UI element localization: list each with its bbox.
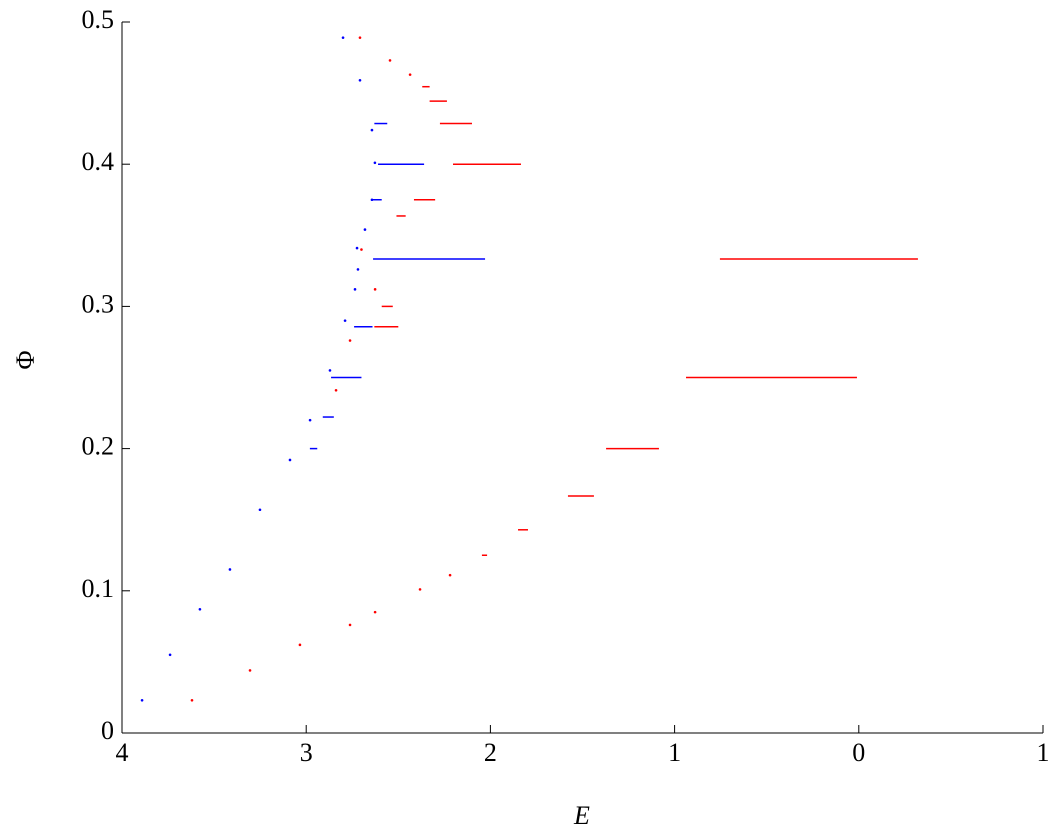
- x-tick-label: 4: [116, 738, 129, 767]
- point: [353, 288, 357, 291]
- point: [288, 458, 292, 462]
- point: [370, 198, 374, 202]
- point: [168, 653, 172, 657]
- point: [408, 73, 412, 76]
- y-tick-label: 0.2: [82, 432, 115, 461]
- point: [190, 698, 194, 702]
- point: [348, 339, 352, 342]
- point: [360, 248, 363, 251]
- y-axis-label: Φ: [11, 350, 40, 369]
- point: [373, 288, 377, 291]
- point: [140, 698, 144, 702]
- point: [388, 59, 392, 62]
- x-axis-label: E: [573, 801, 590, 830]
- point: [308, 418, 312, 422]
- point: [248, 669, 252, 672]
- y-tick-label: 0.3: [82, 289, 115, 318]
- point: [328, 369, 332, 372]
- point: [418, 588, 422, 591]
- point: [355, 246, 359, 250]
- x-tick-label: 1: [668, 738, 681, 767]
- point: [343, 319, 347, 322]
- point: [358, 79, 362, 82]
- y-tick-label: 0.4: [82, 147, 115, 176]
- x-tick-label: 2: [484, 738, 497, 767]
- point: [341, 36, 345, 39]
- x-tick-label: 1: [1037, 738, 1050, 767]
- point: [356, 268, 360, 271]
- point: [298, 643, 302, 647]
- x-tick-label: 3: [300, 738, 313, 767]
- x-tick-label: 0: [852, 738, 865, 767]
- point: [198, 607, 202, 611]
- y-tick-label: 0: [101, 716, 114, 745]
- point: [373, 610, 377, 614]
- y-tick-label: 0.5: [82, 5, 115, 34]
- point: [370, 128, 374, 132]
- point: [358, 36, 362, 39]
- point: [363, 228, 367, 231]
- point: [373, 161, 377, 165]
- point: [258, 508, 262, 512]
- point: [348, 623, 352, 627]
- point: [334, 388, 338, 392]
- point: [228, 568, 232, 571]
- point: [448, 573, 452, 577]
- y-tick-label: 0.1: [82, 574, 115, 603]
